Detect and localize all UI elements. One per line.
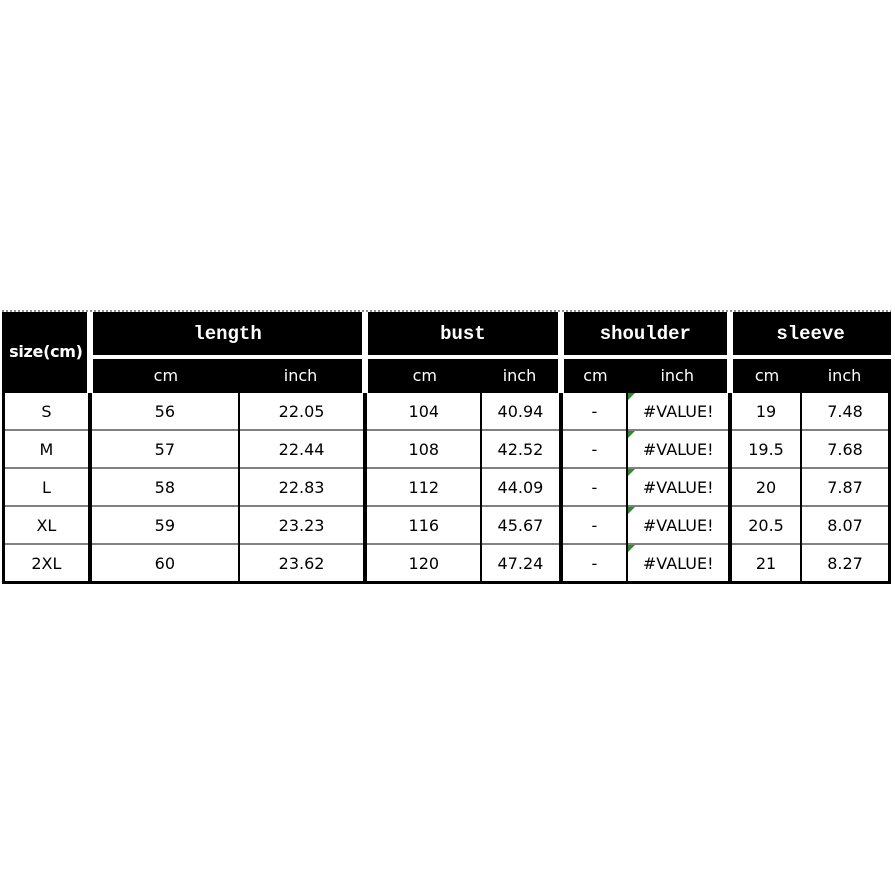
- error-indicator-triangle-icon: [628, 431, 636, 438]
- error-indicator-triangle-icon: [628, 507, 636, 514]
- shoulder-cm-value: -: [560, 467, 629, 506]
- shoulder-cm-value: -: [560, 505, 629, 544]
- sleeve-inch-value: 7.68: [801, 429, 891, 468]
- group-header-sleeve: sleeve: [727, 312, 892, 359]
- bust-cm-value: 104: [365, 391, 483, 430]
- bust-inch-value: 40.94: [481, 391, 563, 430]
- shoulder-inch-error-cell: #VALUE!: [627, 543, 733, 584]
- shoulder-inch-value: #VALUE!: [642, 515, 714, 535]
- shoulder-inch-error-cell: #VALUE!: [627, 467, 733, 506]
- bust-cm-value: 116: [365, 505, 483, 544]
- sleeve-cm-value: 20.5: [730, 505, 802, 544]
- size-label: 2XL: [1, 543, 92, 584]
- sleeve-inch-value: 7.48: [801, 391, 891, 430]
- subheader-sleeve-cm: cm: [727, 357, 801, 393]
- sleeve-inch-value: 8.07: [801, 505, 891, 544]
- sleeve-cm-value: 19: [730, 391, 802, 430]
- length-cm-value: 56: [89, 391, 240, 430]
- subheader-length-cm: cm: [86, 357, 239, 393]
- group-header-bust: bust: [362, 312, 561, 359]
- size-label: S: [1, 391, 92, 430]
- subheader-bust-cm: cm: [362, 357, 482, 393]
- group-header-length: length: [86, 312, 366, 359]
- shoulder-inch-error-cell: #VALUE!: [627, 505, 733, 544]
- shoulder-cm-value: -: [560, 543, 629, 584]
- length-inch-value: 22.05: [238, 391, 368, 430]
- length-cm-value: 59: [89, 505, 240, 544]
- sleeve-inch-value: 8.27: [801, 543, 891, 584]
- shoulder-cm-value: -: [560, 391, 629, 430]
- size-label: M: [1, 429, 92, 468]
- bust-inch-value: 42.52: [481, 429, 563, 468]
- size-chart-table: size(cm) length bust shoulder sleeve cm …: [1, 312, 892, 584]
- error-indicator-triangle-icon: [628, 545, 636, 552]
- subheader-bust-inch: inch: [481, 357, 561, 393]
- unit-header-row: cm inch cm inch cm inch cm inch: [4, 357, 891, 393]
- size-label: XL: [1, 505, 92, 544]
- subheader-sleeve-inch: inch: [801, 357, 891, 393]
- group-header-shoulder: shoulder: [557, 312, 731, 359]
- length-inch-value: 22.83: [238, 467, 368, 506]
- shoulder-inch-value: #VALUE!: [642, 439, 714, 459]
- shoulder-inch-value: #VALUE!: [642, 477, 714, 497]
- error-indicator-triangle-icon: [628, 393, 636, 400]
- bust-inch-value: 44.09: [481, 467, 563, 506]
- corner-header-size-cm: size(cm): [1, 312, 92, 393]
- table-row-l: L 58 22.83 112 44.09 - #VALUE! 20 7.87: [1, 467, 891, 506]
- sleeve-cm-value: 20: [730, 467, 802, 506]
- sleeve-cm-value: 19.5: [730, 429, 802, 468]
- subheader-length-inch: inch: [238, 357, 366, 393]
- table-row-xl: XL 59 23.23 116 45.67 - #VALUE! 20.5 8.0…: [1, 505, 891, 544]
- subheader-shoulder-cm: cm: [557, 357, 628, 393]
- bust-inch-value: 47.24: [481, 543, 563, 584]
- length-inch-value: 23.62: [238, 543, 368, 584]
- length-cm-value: 57: [89, 429, 240, 468]
- bust-cm-value: 120: [365, 543, 483, 584]
- error-indicator-triangle-icon: [628, 469, 636, 476]
- shoulder-cm-value: -: [560, 429, 629, 468]
- length-cm-value: 60: [89, 543, 240, 584]
- table-row-2xl: 2XL 60 23.62 120 47.24 - #VALUE! 21 8.27: [1, 543, 891, 584]
- table-row-s: S 56 22.05 104 40.94 - #VALUE! 19 7.48: [1, 391, 891, 430]
- sleeve-cm-value: 21: [730, 543, 802, 584]
- sleeve-inch-value: 7.87: [801, 467, 891, 506]
- size-label: L: [1, 467, 92, 506]
- group-header-row: size(cm) length bust shoulder sleeve: [1, 312, 892, 393]
- length-inch-value: 22.44: [238, 429, 368, 468]
- bust-cm-value: 112: [365, 467, 483, 506]
- bust-cm-value: 108: [365, 429, 483, 468]
- length-inch-value: 23.23: [238, 505, 368, 544]
- bust-inch-value: 45.67: [481, 505, 563, 544]
- shoulder-inch-error-cell: #VALUE!: [627, 429, 733, 468]
- table-top-dotted-border: [2, 310, 891, 312]
- shoulder-inch-error-cell: #VALUE!: [627, 391, 733, 430]
- length-cm-value: 58: [89, 467, 240, 506]
- subheader-shoulder-inch: inch: [627, 357, 731, 393]
- shoulder-inch-value: #VALUE!: [642, 401, 714, 421]
- table-row-m: M 57 22.44 108 42.52 - #VALUE! 19.5 7.68: [1, 429, 891, 468]
- shoulder-inch-value: #VALUE!: [642, 553, 714, 573]
